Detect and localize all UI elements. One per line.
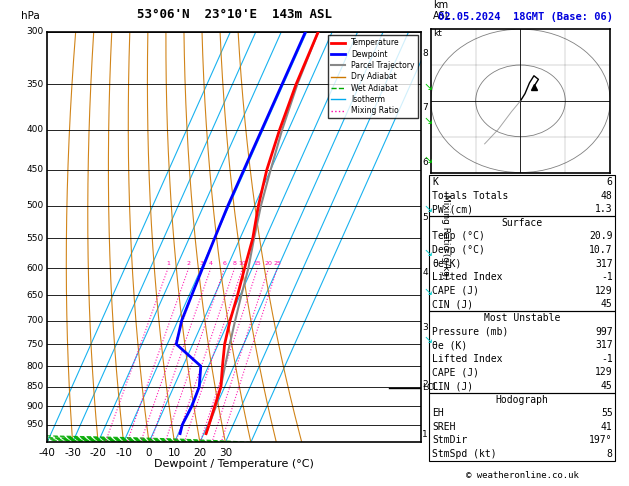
Text: 600: 600 xyxy=(26,263,43,273)
Legend: Temperature, Dewpoint, Parcel Trajectory, Dry Adiabat, Wet Adiabat, Isotherm, Mi: Temperature, Dewpoint, Parcel Trajectory… xyxy=(328,35,418,118)
Text: CIN (J): CIN (J) xyxy=(432,381,473,391)
Text: Lifted Index: Lifted Index xyxy=(432,272,503,282)
Text: 8: 8 xyxy=(233,261,237,266)
Text: km
ASL: km ASL xyxy=(433,0,451,21)
Text: 20: 20 xyxy=(265,261,272,266)
Text: 1: 1 xyxy=(422,430,428,439)
Text: 2: 2 xyxy=(187,261,191,266)
Text: ↘: ↘ xyxy=(423,287,432,296)
Text: Pressure (mb): Pressure (mb) xyxy=(432,327,508,337)
Text: 550: 550 xyxy=(26,234,43,243)
Text: 30: 30 xyxy=(219,449,232,458)
Text: 6: 6 xyxy=(223,261,226,266)
Text: ↘: ↘ xyxy=(423,83,432,92)
Text: 48: 48 xyxy=(601,191,613,201)
Text: 197°: 197° xyxy=(589,435,613,446)
Text: ↘: ↘ xyxy=(423,335,432,345)
Text: -30: -30 xyxy=(64,449,81,458)
Text: © weatheronline.co.uk: © weatheronline.co.uk xyxy=(465,471,579,480)
Text: -10: -10 xyxy=(115,449,132,458)
Text: 750: 750 xyxy=(26,340,43,348)
Text: 700: 700 xyxy=(26,316,43,325)
Text: 850: 850 xyxy=(26,382,43,391)
Text: 317: 317 xyxy=(595,259,613,269)
Text: CAPE (J): CAPE (J) xyxy=(432,286,479,296)
Text: hPa: hPa xyxy=(21,11,40,21)
Text: -40: -40 xyxy=(39,449,55,458)
Text: kt: kt xyxy=(433,29,442,38)
X-axis label: Dewpoint / Temperature (°C): Dewpoint / Temperature (°C) xyxy=(154,459,314,469)
Text: 317: 317 xyxy=(595,340,613,350)
Text: 129: 129 xyxy=(595,367,613,378)
Text: ↘: ↘ xyxy=(423,204,432,214)
Text: 7: 7 xyxy=(422,103,428,112)
Text: 500: 500 xyxy=(26,201,43,210)
Text: SREH: SREH xyxy=(432,422,455,432)
Text: EH: EH xyxy=(432,408,444,418)
Text: 20: 20 xyxy=(193,449,206,458)
Text: θe(K): θe(K) xyxy=(432,259,462,269)
Text: 300: 300 xyxy=(26,27,43,36)
Text: K: K xyxy=(432,177,438,187)
Text: 3: 3 xyxy=(422,323,428,332)
Text: Hodograph: Hodograph xyxy=(496,395,548,405)
Text: StmDir: StmDir xyxy=(432,435,467,446)
Text: LCL: LCL xyxy=(422,383,438,392)
Text: 25: 25 xyxy=(274,261,281,266)
Text: 53°06'N  23°10'E  143m ASL: 53°06'N 23°10'E 143m ASL xyxy=(136,8,332,21)
Text: PW (cm): PW (cm) xyxy=(432,204,473,214)
Text: 6: 6 xyxy=(422,158,428,167)
Text: 8: 8 xyxy=(607,449,613,459)
Text: CIN (J): CIN (J) xyxy=(432,299,473,310)
Text: 41: 41 xyxy=(601,422,613,432)
Text: Totals Totals: Totals Totals xyxy=(432,191,508,201)
Text: 10.7: 10.7 xyxy=(589,245,613,255)
Text: 4: 4 xyxy=(209,261,213,266)
Text: 6: 6 xyxy=(607,177,613,187)
Text: -1: -1 xyxy=(601,354,613,364)
Text: 900: 900 xyxy=(26,402,43,411)
Text: CAPE (J): CAPE (J) xyxy=(432,367,479,378)
Text: 4: 4 xyxy=(422,268,428,277)
Text: 450: 450 xyxy=(26,165,43,174)
Text: ↘: ↘ xyxy=(423,156,432,165)
Text: 1.3: 1.3 xyxy=(595,204,613,214)
Text: 129: 129 xyxy=(595,286,613,296)
Text: 45: 45 xyxy=(601,299,613,310)
Text: -20: -20 xyxy=(90,449,106,458)
Text: ↘: ↘ xyxy=(423,248,432,258)
Text: 400: 400 xyxy=(26,125,43,134)
Text: θe (K): θe (K) xyxy=(432,340,467,350)
Text: 3: 3 xyxy=(199,261,203,266)
Text: Most Unstable: Most Unstable xyxy=(484,313,560,323)
Text: 650: 650 xyxy=(26,291,43,300)
Text: 10: 10 xyxy=(239,261,247,266)
Text: ↘: ↘ xyxy=(423,117,432,126)
Text: 10: 10 xyxy=(168,449,181,458)
Text: 45: 45 xyxy=(601,381,613,391)
Text: 15: 15 xyxy=(253,261,262,266)
Text: Surface: Surface xyxy=(501,218,543,228)
Text: 02.05.2024  18GMT (Base: 06): 02.05.2024 18GMT (Base: 06) xyxy=(438,12,613,22)
Text: 8: 8 xyxy=(422,49,428,58)
Text: 350: 350 xyxy=(26,80,43,88)
Text: Lifted Index: Lifted Index xyxy=(432,354,503,364)
Text: StmSpd (kt): StmSpd (kt) xyxy=(432,449,497,459)
Text: 950: 950 xyxy=(26,420,43,429)
Text: 997: 997 xyxy=(595,327,613,337)
Text: Dewp (°C): Dewp (°C) xyxy=(432,245,485,255)
Text: 0: 0 xyxy=(146,449,152,458)
Text: 800: 800 xyxy=(26,362,43,371)
Text: 2: 2 xyxy=(422,381,428,389)
Text: 20.9: 20.9 xyxy=(589,231,613,242)
Text: -1: -1 xyxy=(601,272,613,282)
Text: 1: 1 xyxy=(166,261,170,266)
Text: Temp (°C): Temp (°C) xyxy=(432,231,485,242)
Text: 55: 55 xyxy=(601,408,613,418)
Text: 5: 5 xyxy=(422,213,428,222)
Text: Mixing Ratio (g/kg): Mixing Ratio (g/kg) xyxy=(442,194,450,280)
